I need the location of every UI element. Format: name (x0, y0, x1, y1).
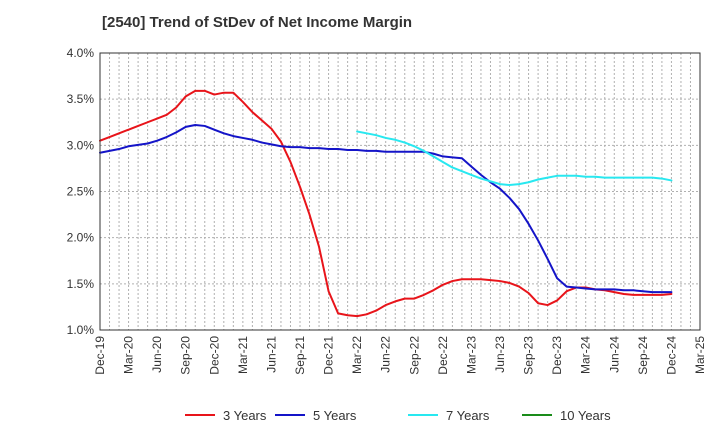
legend: 3 Years 5 Years 7 Years 10 Years (185, 408, 611, 423)
y-tick-label: 4.0% (67, 46, 95, 60)
legend-label: 3 Years (223, 408, 267, 423)
x-tick-label: Dec-20 (207, 336, 221, 375)
x-tick-label: Jun-22 (379, 336, 393, 373)
x-tick-label: Sep-20 (179, 336, 193, 375)
x-axis: Dec-19 Mar-20 Jun-20 Sep-20 Dec-20 Mar-21 Jun-… (93, 336, 707, 375)
y-tick-label: 2.5% (67, 185, 95, 199)
x-tick-label: Jun-23 (493, 336, 507, 373)
x-tick-label: Mar-24 (579, 336, 593, 374)
legend-label: 10 Years (560, 408, 611, 423)
x-tick-label: Jun-24 (607, 336, 621, 373)
x-tick-label: Sep-23 (522, 336, 536, 375)
legend-label: 5 Years (313, 408, 357, 423)
x-tick-label: Dec-24 (664, 336, 678, 375)
y-tick-label: 2.0% (67, 231, 95, 245)
series-lines (99, 89, 673, 318)
chart-title: [2540] Trend of StDev of Net Income Marg… (102, 14, 413, 31)
x-tick-label: Sep-24 (636, 336, 650, 375)
plot-frame (99, 52, 701, 331)
x-tick-label: Dec-19 (93, 336, 107, 375)
x-tick-label: Jun-21 (264, 336, 278, 373)
x-tick-label: Dec-21 (322, 336, 336, 375)
x-tick-label: Mar-22 (350, 336, 364, 374)
y-tick-label: 1.0% (67, 323, 95, 337)
x-tick-label: Dec-23 (550, 336, 564, 375)
y-tick-label: 3.5% (67, 92, 95, 106)
series-line-5-years (99, 124, 673, 294)
y-tick-label: 3.0% (67, 138, 95, 152)
grid (100, 53, 700, 330)
legend-label: 7 Years (446, 408, 490, 423)
y-axis: 4.0% 3.5% 3.0% 2.5% 2.0% 1.5% 1.0% (67, 46, 95, 337)
x-tick-label: Mar-20 (122, 336, 136, 374)
x-tick-label: Dec-22 (436, 336, 450, 375)
x-tick-label: Mar-21 (236, 336, 250, 374)
y-tick-label: 1.5% (67, 277, 95, 291)
series-line-7-years (356, 130, 673, 187)
x-tick-label: Mar-23 (464, 336, 478, 374)
x-tick-label: Jun-20 (150, 336, 164, 373)
x-tick-label: Mar-25 (693, 336, 707, 374)
x-tick-label: Sep-22 (407, 336, 421, 375)
x-tick-label: Sep-21 (293, 336, 307, 375)
